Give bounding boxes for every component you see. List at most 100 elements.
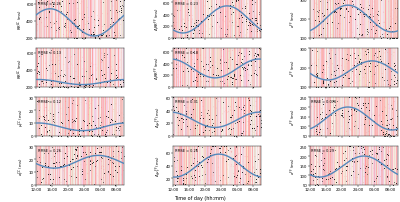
Point bbox=[342, 149, 348, 153]
Point bbox=[226, 7, 233, 11]
Point bbox=[44, 0, 50, 3]
Point bbox=[256, 29, 262, 33]
Point bbox=[197, 36, 204, 39]
Point bbox=[337, 7, 343, 11]
Point bbox=[37, 160, 44, 164]
Point bbox=[202, 5, 208, 9]
Point bbox=[248, 50, 255, 53]
Point bbox=[87, 71, 94, 75]
Point bbox=[210, 174, 216, 178]
Point bbox=[34, 160, 40, 163]
Point bbox=[64, 18, 70, 22]
Point bbox=[360, 76, 366, 80]
Point bbox=[352, 57, 358, 61]
Point bbox=[314, 74, 320, 77]
Point bbox=[246, 50, 252, 54]
Point bbox=[373, 24, 380, 27]
Point bbox=[205, 123, 211, 127]
Point bbox=[93, 154, 100, 157]
Point bbox=[314, 116, 320, 119]
Point bbox=[224, 0, 230, 2]
Point bbox=[97, 123, 104, 127]
Point bbox=[182, 117, 189, 121]
Point bbox=[325, 53, 332, 56]
Point bbox=[199, 21, 206, 24]
Point bbox=[67, 32, 74, 35]
Point bbox=[315, 58, 322, 62]
Point bbox=[73, 176, 79, 179]
Point bbox=[325, 115, 331, 118]
Point bbox=[204, 155, 211, 159]
Point bbox=[319, 70, 326, 74]
Point bbox=[339, 125, 345, 128]
Point bbox=[48, 134, 54, 138]
Point bbox=[181, 183, 188, 186]
Point bbox=[38, 132, 44, 136]
Point bbox=[331, 66, 338, 69]
Point bbox=[172, 3, 178, 6]
Point bbox=[386, 123, 392, 126]
Point bbox=[210, 65, 216, 69]
Point bbox=[42, 98, 48, 101]
Point bbox=[176, 119, 183, 122]
Point bbox=[36, 11, 42, 15]
Point bbox=[44, 164, 51, 168]
Point bbox=[374, 14, 380, 17]
Point bbox=[336, 22, 342, 26]
Point bbox=[199, 165, 206, 168]
Point bbox=[342, 66, 348, 69]
Point bbox=[382, 106, 388, 109]
Point bbox=[321, 157, 327, 160]
Point bbox=[323, 28, 330, 31]
Point bbox=[81, 75, 87, 78]
Point bbox=[202, 128, 208, 132]
Point bbox=[117, 105, 123, 108]
Point bbox=[104, 26, 110, 29]
Point bbox=[88, 102, 94, 106]
Point bbox=[313, 128, 320, 132]
Point bbox=[318, 131, 324, 135]
Point bbox=[354, 151, 360, 154]
Point bbox=[88, 85, 95, 88]
Point bbox=[391, 74, 397, 77]
Point bbox=[224, 104, 230, 108]
Point bbox=[39, 80, 46, 83]
Point bbox=[330, 114, 336, 117]
Point bbox=[111, 178, 117, 181]
Point bbox=[174, 10, 180, 13]
Point bbox=[192, 84, 198, 87]
Point bbox=[254, 174, 260, 177]
Point bbox=[102, 155, 108, 158]
Point bbox=[376, 147, 382, 150]
Point bbox=[48, 182, 55, 185]
Point bbox=[324, 8, 331, 12]
Point bbox=[87, 163, 93, 167]
Point bbox=[357, 107, 364, 110]
Point bbox=[230, 112, 236, 115]
Point bbox=[114, 170, 120, 174]
Point bbox=[188, 25, 194, 28]
Point bbox=[109, 98, 116, 101]
Point bbox=[213, 8, 219, 12]
Point bbox=[314, 72, 320, 75]
Point bbox=[314, 177, 321, 181]
Point bbox=[68, 56, 74, 59]
Point bbox=[351, 160, 358, 164]
Point bbox=[346, 117, 353, 121]
Point bbox=[76, 133, 82, 136]
Point bbox=[75, 86, 81, 89]
Point bbox=[395, 167, 400, 171]
Point bbox=[35, 49, 41, 52]
Point bbox=[48, 72, 54, 76]
Point bbox=[192, 165, 199, 168]
Point bbox=[316, 1, 323, 4]
Point bbox=[198, 73, 205, 77]
Point bbox=[318, 65, 325, 68]
Point bbox=[313, 132, 319, 135]
Point bbox=[372, 24, 379, 27]
Point bbox=[240, 104, 247, 107]
Point bbox=[352, 152, 358, 155]
Point bbox=[78, 75, 85, 78]
Point bbox=[179, 181, 186, 184]
Point bbox=[392, 113, 399, 116]
